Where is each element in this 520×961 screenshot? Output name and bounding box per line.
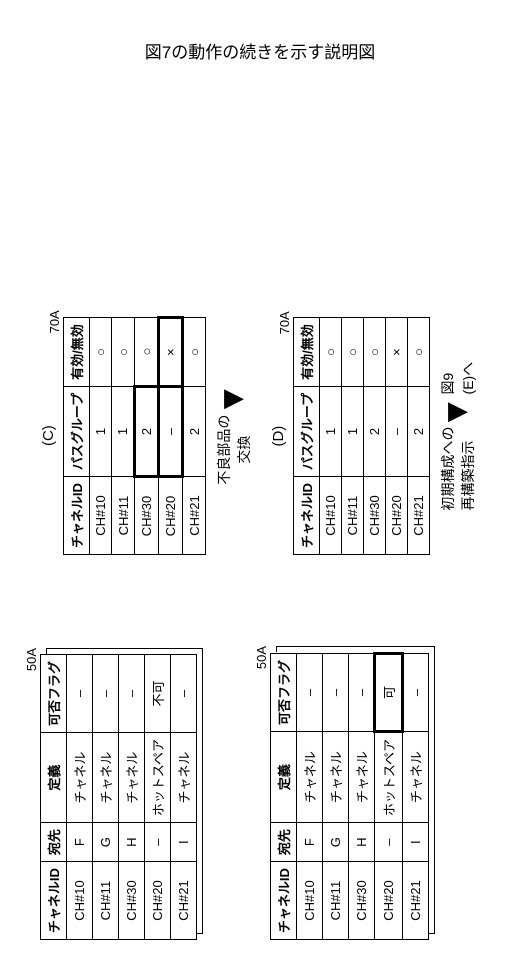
table-row: チャネルID パスグループ 有効/無効	[294, 318, 320, 555]
col-header: 有効/無効	[64, 318, 90, 387]
table-row: CH#111○	[342, 318, 364, 555]
panel-c-upper: (C) 70A チャネルID パスグループ 有効/無効 CH#101○ CH#1…	[40, 316, 254, 555]
table-row: CH#101○	[90, 318, 112, 555]
panel-c-label: (C)	[40, 316, 57, 555]
table-row: チャネルID パスグループ 有効/無効	[64, 318, 90, 555]
table-row: CH#20–ホットスペア可	[375, 654, 403, 940]
col-header: チャネルID	[271, 862, 297, 940]
panel-d-upper: (D) 70A チャネルID パスグループ 有効/無効 CH#101○ CH#1…	[270, 317, 478, 555]
table-row: CH#212○	[183, 318, 206, 555]
table-row: CH#30Hチャネル–	[349, 654, 375, 940]
panel-d-label: (D)	[270, 317, 287, 555]
panel-cl-tag: 50A	[24, 648, 39, 671]
col-header: 宛先	[41, 823, 67, 862]
col-header: パスグループ	[64, 386, 90, 476]
table-row: CH#101○	[320, 318, 342, 555]
note-line: 交換	[234, 415, 254, 485]
col-header: 可否フラグ	[41, 655, 67, 733]
col-header: 可否フラグ	[271, 654, 297, 732]
panel-c-note: 不良部品の 交換 ▶	[214, 316, 254, 555]
table-row: CH#111○	[112, 318, 135, 555]
table-row: CH#11Gチャネル–	[323, 654, 349, 940]
table-row: CH#30Hチャネル–	[119, 655, 145, 940]
panel-dl-tag: 50A	[254, 646, 269, 669]
panel-d-lower: 50A チャネルID 宛先 定義 可否フラグ CH#10Fチャネル– CH#11…	[270, 652, 429, 940]
table-row: CH#11Gチャネル–	[93, 655, 119, 940]
arrow-right-icon: ▶	[224, 384, 244, 410]
table-c-upper: チャネルID パスグループ 有効/無効 CH#101○ CH#111○ CH#3…	[63, 316, 206, 555]
note-line: 初期構成への	[438, 426, 458, 510]
arrow-right-icon: ▶	[448, 397, 468, 423]
col-header: 定義	[271, 732, 297, 823]
table-row: CH#302○	[135, 318, 159, 555]
panel-c-lower: 50A チャネルID 宛先 定義 可否フラグ CH#10Fチャネル– CH#11…	[40, 654, 197, 940]
table-row: チャネルID 宛先 定義 可否フラグ	[41, 655, 67, 940]
table-row: CH#10Fチャネル–	[67, 655, 93, 940]
panel-c-tag: 70A	[47, 310, 62, 333]
table-c-lower: チャネルID 宛先 定義 可否フラグ CH#10Fチャネル– CH#11Gチャネ…	[40, 654, 197, 940]
col-header: 宛先	[271, 823, 297, 862]
note-ref: (E)へ	[458, 362, 478, 395]
note-ref: 図9	[438, 362, 458, 395]
col-header: チャネルID	[294, 477, 320, 555]
col-header: 有効/無効	[294, 318, 320, 387]
table-d-lower: チャネルID 宛先 定義 可否フラグ CH#10Fチャネル– CH#11Gチャネ…	[270, 652, 429, 940]
table-row: CH#20–×	[386, 318, 408, 555]
col-header: パスグループ	[294, 386, 320, 476]
panel-d-note: 初期構成への 再構築指示 ▶ 図9 (E)へ	[438, 317, 478, 555]
table-row: CH#21Iチャネル–	[171, 655, 197, 940]
table-row: CH#212○	[408, 318, 430, 555]
col-header: 定義	[41, 733, 67, 823]
table-row: CH#20–ホットスペア不可	[145, 655, 171, 940]
col-header: チャネルID	[41, 862, 67, 940]
table-row: CH#302○	[364, 318, 386, 555]
note-line: 不良部品の	[214, 415, 234, 485]
figure-title: 図7の動作の続きを示す説明図	[0, 38, 520, 63]
col-header: チャネルID	[64, 477, 90, 555]
table-row: チャネルID 宛先 定義 可否フラグ	[271, 654, 297, 940]
table-row: CH#21Iチャネル–	[403, 654, 429, 940]
table-row: CH#10Fチャネル–	[297, 654, 323, 940]
note-line: 再構築指示	[458, 426, 478, 510]
table-d-upper: チャネルID パスグループ 有効/無効 CH#101○ CH#111○ CH#3…	[293, 317, 430, 555]
panel-d-tag: 70A	[277, 311, 292, 334]
table-row: CH#20–×	[159, 318, 183, 555]
